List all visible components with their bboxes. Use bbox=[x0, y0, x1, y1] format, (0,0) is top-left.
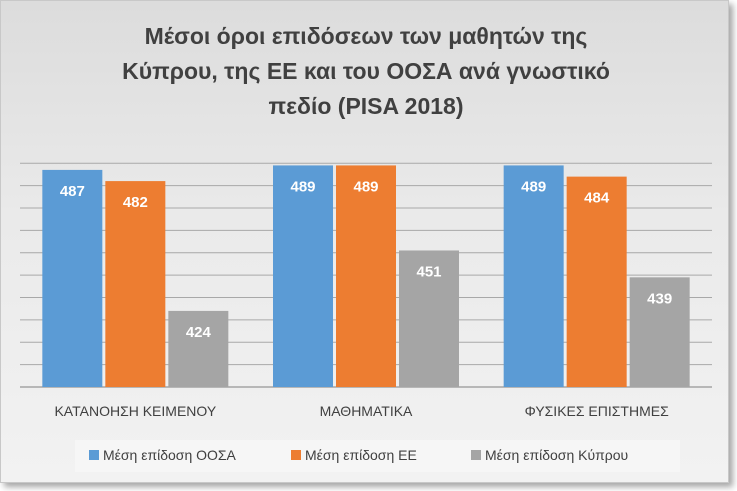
bar bbox=[42, 169, 103, 387]
bar bbox=[336, 165, 396, 387]
legend-label: Μέση επίδοση Κύπρου bbox=[485, 447, 628, 463]
data-label: 484 bbox=[584, 190, 610, 207]
bar bbox=[629, 277, 690, 387]
legend-box bbox=[75, 440, 680, 472]
data-label: 487 bbox=[60, 183, 85, 200]
bar bbox=[566, 176, 627, 387]
data-labels: 487 482 424 489 489 451 489 484 439 bbox=[60, 178, 672, 340]
legend: Μέση επίδοση ΟΟΣΑ Μέση επίδοση ΕΕ Μέση επί… bbox=[75, 440, 680, 472]
legend-label: Μέση επίδοση ΟΟΣΑ bbox=[103, 447, 237, 463]
chart-title-line: πεδίο (PISA 2018) bbox=[268, 93, 463, 119]
category-labels: ΚΑΤΑΝΟΗΣΗ ΚΕΙΜΕΝΟΥ ΜΑΘΗΜΑΤΙΚΑ ΦΥΣΙΚΕΣ ΕΠΙΣ… bbox=[54, 403, 669, 419]
data-label: 424 bbox=[186, 324, 212, 341]
bar bbox=[105, 181, 166, 387]
bar bbox=[399, 250, 459, 387]
category-label: ΚΑΤΑΝΟΗΣΗ ΚΕΙΜΕΝΟΥ bbox=[54, 403, 216, 419]
data-label: 489 bbox=[290, 178, 315, 195]
data-label: 482 bbox=[123, 194, 148, 211]
chart-title: Μέσοι όροι επιδόσεων των μαθητών της Κύπρ… bbox=[122, 23, 610, 119]
bars bbox=[42, 165, 690, 387]
data-label: 489 bbox=[353, 178, 378, 195]
chart-title-line: Μέσοι όροι επιδόσεων των μαθητών της bbox=[145, 23, 588, 49]
data-label: 439 bbox=[647, 290, 672, 307]
bar bbox=[168, 310, 229, 387]
legend-swatch bbox=[291, 450, 301, 460]
category-label: ΜΑΘΗΜΑΤΙΚΑ bbox=[320, 403, 413, 419]
data-label: 451 bbox=[416, 263, 441, 280]
data-label: 489 bbox=[521, 178, 546, 195]
category-label: ΦΥΣΙΚΕΣ ΕΠΙΣΤΗΜΕΣ bbox=[525, 403, 669, 419]
chart-title-line: Κύπρου, της ΕΕ και του ΟΟΣΑ ανά γνωστικό bbox=[122, 58, 610, 84]
bar bbox=[273, 165, 333, 387]
legend-swatch bbox=[471, 450, 481, 460]
bar bbox=[503, 165, 564, 387]
legend-label: Μέση επίδοση ΕΕ bbox=[305, 447, 417, 463]
legend-swatch bbox=[89, 450, 99, 460]
